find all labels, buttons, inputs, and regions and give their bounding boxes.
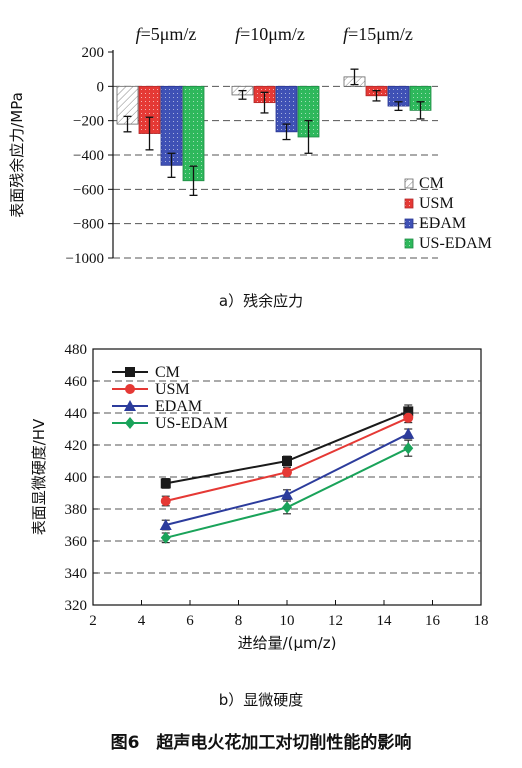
a-group-label-value: =15μm/z <box>348 24 413 44</box>
point-edam <box>281 488 293 500</box>
b-y-tick-label: 420 <box>65 438 88 454</box>
b-x-tick-label: 18 <box>474 613 489 629</box>
point-edam <box>159 519 172 530</box>
b-y-ticks: 320 340 360 380 400 420 440 460 480 <box>65 342 98 614</box>
a-group-label: f=10μm/z <box>235 24 305 44</box>
b-x-tick-label: 14 <box>377 613 393 629</box>
a-y-axis-label: 表面残余应力/MPa <box>8 92 26 218</box>
a-group-label: f=5μm/z <box>136 24 197 44</box>
point-us-edam <box>160 531 171 544</box>
b-y-tick-label: 360 <box>65 534 88 550</box>
point-cm <box>403 406 414 417</box>
figure-caption: 图6 超声电火花加工对切削性能的影响 <box>111 732 412 753</box>
b-legend-label-edam: EDAM <box>155 398 202 415</box>
b-x-tick-label: 10 <box>280 613 295 629</box>
point-usm <box>403 412 414 423</box>
a-y-ticks: 200 0 −200 −400 −600 −800 −1000 <box>66 45 113 267</box>
a-y-tick-label: −200 <box>73 114 104 130</box>
b-legend-label-cm: CM <box>155 364 180 381</box>
a-y-tick-label: −800 <box>73 217 104 233</box>
point-us-edam <box>403 442 414 455</box>
b-x-tick-label: 4 <box>138 613 146 629</box>
b-legend-marker-us-edam <box>125 417 135 429</box>
a-group-label-value: =10μm/z <box>240 24 305 44</box>
a-legend-swatch-cm <box>404 178 414 189</box>
point-cm <box>160 478 171 489</box>
a-legend-swatch-edam <box>404 218 414 229</box>
a-y-tick-label: 0 <box>97 79 105 95</box>
a-group-label-value: =5μm/z <box>141 24 197 44</box>
a-bars <box>116 68 432 196</box>
b-y-tick-label: 400 <box>65 470 88 486</box>
b-x-tick-label: 16 <box>425 613 441 629</box>
a-group-labels: f=5μm/z f=10μm/z f=15μm/z <box>136 24 413 44</box>
b-series <box>159 404 415 544</box>
point-usm <box>160 496 171 506</box>
a-legend-label-cm: CM <box>419 175 444 192</box>
a-legend-swatch-us-edam <box>404 238 414 249</box>
b-y-tick-label: 320 <box>65 598 88 614</box>
b-legend-marker-edam <box>124 400 136 411</box>
b-x-tick-label: 6 <box>186 613 194 629</box>
b-x-tick-label: 8 <box>235 613 243 629</box>
b-y-tick-label: 340 <box>65 566 88 582</box>
a-group-label: f=15μm/z <box>343 24 413 44</box>
b-x-tick-label: 12 <box>328 613 343 629</box>
point-edam <box>402 427 415 439</box>
a-y-tick-label: 200 <box>82 45 105 61</box>
a-legend: CM USM EDAM US-EDAM <box>404 175 492 252</box>
a-y-tick-label: −1000 <box>66 251 104 267</box>
a-legend-label-edam: EDAM <box>419 215 466 232</box>
b-legend-label-usm: USM <box>155 381 190 398</box>
a-group-label-f: f <box>136 24 144 44</box>
b-legend-marker-cm <box>125 367 135 377</box>
microhardness-chart: 2 4 6 8 10 12 14 16 18 320 340 360 380 400 420 440 460 4… <box>30 342 489 709</box>
b-subcaption: b）显微硬度 <box>219 691 304 709</box>
a-group-label-f: f <box>235 24 243 44</box>
b-x-ticks: 2 4 6 8 10 12 14 16 18 <box>89 600 489 629</box>
b-y-axis-label: 表面显微硬度/HV <box>30 418 48 535</box>
a-legend-label-usm: USM <box>419 195 454 212</box>
a-y-tick-label: −600 <box>73 182 104 198</box>
a-y-tick-label: −400 <box>73 148 104 164</box>
point-us-edam <box>282 501 292 514</box>
b-legend-label-us-edam: US-EDAM <box>155 415 228 432</box>
a-legend-label-us-edam: US-EDAM <box>419 235 492 252</box>
point-cm <box>282 456 292 466</box>
b-legend-marker-usm <box>125 384 135 394</box>
b-x-axis-label: 进给量/(μm/z) <box>238 634 337 652</box>
a-subcaption: a）残余应力 <box>219 292 303 310</box>
point-usm <box>282 467 292 478</box>
b-y-tick-label: 440 <box>65 406 88 422</box>
b-y-tick-label: 380 <box>65 502 88 518</box>
b-y-tick-label: 460 <box>65 374 88 390</box>
b-x-tick-label: 2 <box>89 613 97 629</box>
b-y-tick-label: 480 <box>65 342 88 358</box>
a-legend-swatch-usm <box>404 198 414 209</box>
a-group-label-f: f <box>343 24 351 44</box>
